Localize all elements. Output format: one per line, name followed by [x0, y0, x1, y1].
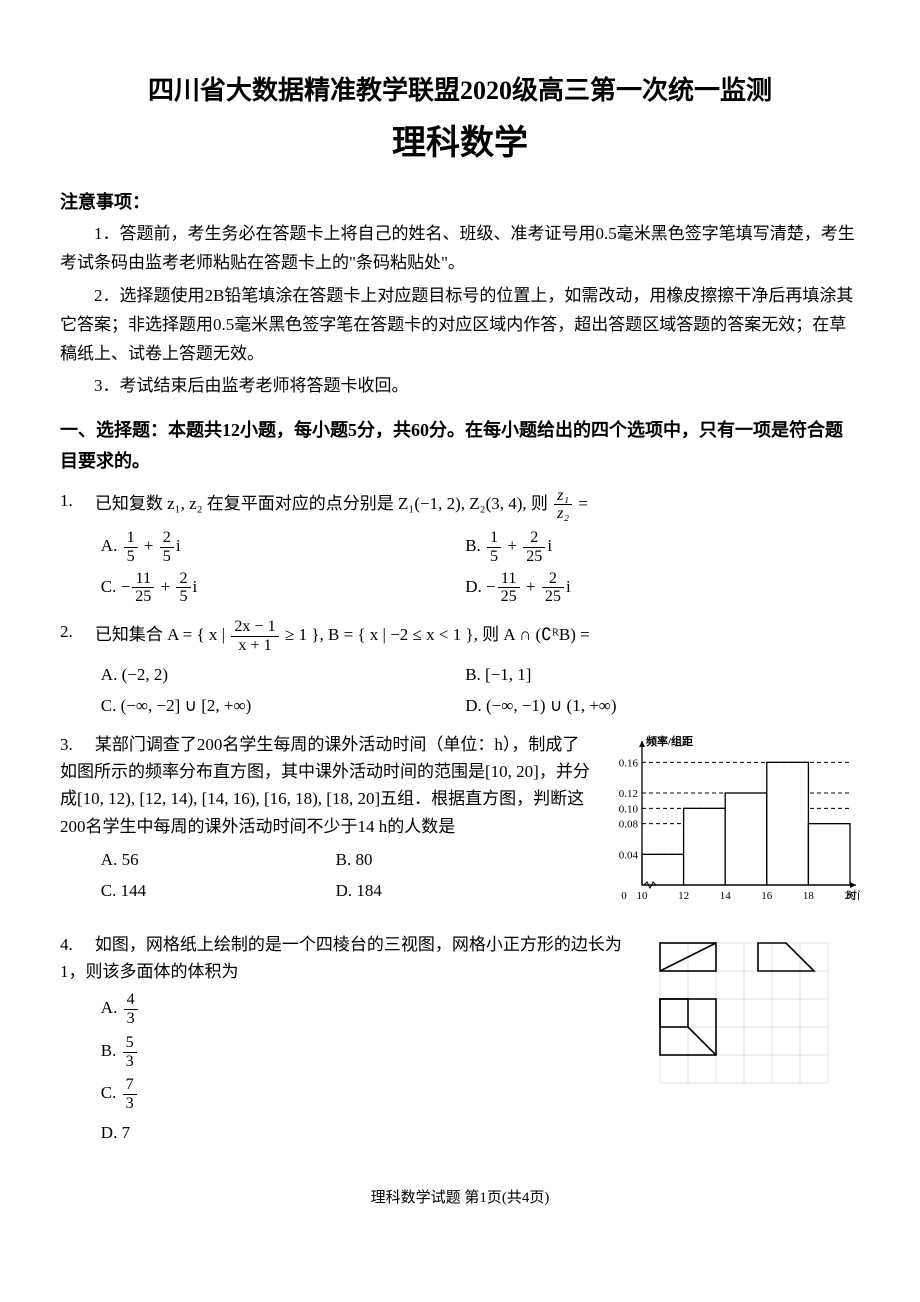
question-4: 4. 如图，网格纸上绘制的是一个四棱台的三视图，网格小正方形的边长为1，则该多面… — [60, 931, 860, 1146]
q4-opt-b: B. 53 — [101, 1034, 630, 1071]
q3-number: 3. — [60, 731, 91, 758]
svg-text:时间: 时间 — [846, 889, 860, 902]
q1-stem-suffix: = — [578, 494, 588, 513]
q4-b-n: 5 — [123, 1034, 137, 1053]
q1-d-d2: 25 — [542, 588, 564, 606]
q2-number: 2. — [60, 618, 91, 645]
q4-a-label: A. — [101, 999, 122, 1018]
q1-c-n1: 11 — [132, 570, 154, 589]
q2-options: A. (−2, 2) B. [−1, 1] C. (−∞, −2] ∪ [2, … — [101, 659, 860, 721]
q1-b-n2: 2 — [523, 529, 545, 548]
svg-text:频率/组距: 频率/组距 — [646, 734, 693, 748]
q4-stem: 如图，网格纸上绘制的是一个四棱台的三视图，网格小正方形的边长为1，则该多面体的体… — [60, 935, 622, 981]
q3-stem: 某部门调查了200名学生每周的课外活动时间（单位：h），制成了如图所示的频率分布… — [60, 735, 590, 836]
q1-d-label: D. — [465, 577, 486, 596]
q2-stem-a: 已知集合 A = { x | — [95, 625, 230, 644]
q3-histogram: 0.040.080.100.120.16101214161820时间频率/组距0 — [600, 731, 860, 921]
q1-fraction: z₁ z₂ — [554, 487, 572, 524]
notice-heading: 注意事项： — [60, 188, 860, 214]
q1-d-n1: 11 — [498, 570, 520, 589]
q1-b-label: B. — [465, 536, 485, 555]
q1-stem: 已知复数 z₁, z₂ 在复平面对应的点分别是 Z₁(−1, 2), Z₂(3,… — [95, 494, 588, 513]
q3-opt-d: D. 184 — [336, 877, 571, 904]
q1-d-n2: 2 — [542, 570, 564, 589]
q4-options: A. 43 B. 53 C. 73 D. 7 — [101, 991, 630, 1146]
q2-fraction: 2x − 1 x + 1 — [231, 618, 278, 655]
q2-frac-den: x + 1 — [231, 637, 278, 655]
q4-c-label: C. — [101, 1084, 121, 1103]
q2-opt-c: C. (−∞, −2] ∪ [2, +∞) — [101, 692, 465, 719]
q2-opt-b: B. [−1, 1] — [465, 661, 829, 688]
svg-text:0.16: 0.16 — [619, 757, 639, 769]
svg-text:0.04: 0.04 — [619, 849, 639, 861]
q1-c-d2: 5 — [176, 588, 190, 606]
exam-page: 四川省大数据精准教学联盟2020级高三第一次统一监测 理科数学 注意事项： 1．… — [0, 0, 920, 1302]
q1-b-n1: 1 — [487, 529, 501, 548]
notice-item-3: 3．考试结束后由监考老师将答题卡收回。 — [60, 372, 860, 401]
q1-a-label: A. — [101, 536, 122, 555]
q2-opt-d: D. (−∞, −1) ∪ (1, +∞) — [465, 692, 829, 719]
svg-text:16: 16 — [761, 890, 773, 902]
q1-opt-b: B. 15 + 225i — [465, 529, 829, 566]
question-3: 3. 某部门调查了200名学生每周的课外活动时间（单位：h），制成了如图所示的频… — [60, 731, 860, 921]
svg-text:0.08: 0.08 — [619, 819, 639, 831]
svg-text:18: 18 — [803, 890, 815, 902]
q4-a-n: 4 — [124, 991, 138, 1010]
q4-opt-d: D. 7 — [101, 1119, 630, 1146]
q4-c-d: 3 — [123, 1095, 137, 1113]
q1-a-d1: 5 — [124, 548, 138, 566]
q1-stem-prefix: 已知复数 z₁, z₂ 在复平面对应的点分别是 Z₁(−1, 2), Z₂(3,… — [95, 494, 552, 513]
notice-item-1: 1．答题前，考生务必在答题卡上将自己的姓名、班级、准考证号用0.5毫米黑色签字笔… — [60, 220, 860, 278]
q4-b-label: B. — [101, 1041, 121, 1060]
q4-b-d: 3 — [123, 1053, 137, 1071]
q1-options: A. 15 + 25i B. 15 + 225i C. −1125 + 2 — [101, 527, 860, 608]
q1-c-n2: 2 — [176, 570, 190, 589]
q1-opt-a: A. 15 + 25i — [101, 529, 465, 566]
q4-opt-c: C. 73 — [101, 1076, 630, 1113]
svg-text:10: 10 — [637, 890, 649, 902]
q2-frac-num: 2x − 1 — [231, 618, 278, 637]
q3-opt-a: A. 56 — [101, 846, 336, 873]
q2-stem: 已知集合 A = { x | 2x − 1 x + 1 ≥ 1 }, B = {… — [95, 625, 590, 644]
exam-title-line2: 理科数学 — [60, 115, 860, 164]
q4-c-n: 7 — [123, 1076, 137, 1095]
q1-b-d2: 25 — [523, 548, 545, 566]
page-footer: 理科数学试题 第1页(共4页) — [60, 1186, 860, 1207]
q1-d-d1: 25 — [498, 588, 520, 606]
q1-number: 1. — [60, 487, 91, 514]
q2-stem-b: ≥ 1 }, B = { x | −2 ≤ x < 1 }, 则 A ∩ (∁ᴿ… — [285, 625, 590, 644]
q1-c-d1: 25 — [132, 588, 154, 606]
q1-frac-num: z₁ — [554, 487, 572, 506]
q1-a-n1: 1 — [124, 529, 138, 548]
notice-item-2: 2．选择题使用2B铅笔填涂在答题卡上对应题目标号的位置上，如需改动，用橡皮擦擦干… — [60, 282, 860, 369]
q1-c-label: C. — [101, 577, 121, 596]
q1-b-d1: 5 — [487, 548, 501, 566]
q2-opt-a: A. (−2, 2) — [101, 661, 465, 688]
q1-a-d2: 5 — [160, 548, 174, 566]
q1-opt-d: D. −1125 + 225i — [465, 570, 829, 607]
q4-a-d: 3 — [124, 1010, 138, 1028]
q3-opt-c: C. 144 — [101, 877, 336, 904]
q3-options: A. 56 B. 80 C. 144 D. 184 — [101, 844, 590, 906]
q4-number: 4. — [60, 931, 91, 958]
svg-text:14: 14 — [720, 890, 732, 902]
exam-title-line1: 四川省大数据精准教学联盟2020级高三第一次统一监测 — [60, 70, 860, 107]
q4-three-view-diagram — [640, 931, 860, 1111]
svg-text:0.10: 0.10 — [619, 803, 639, 815]
question-2: 2. 已知集合 A = { x | 2x − 1 x + 1 ≥ 1 }, B … — [60, 618, 860, 721]
svg-text:12: 12 — [678, 890, 689, 902]
q3-opt-b: B. 80 — [336, 846, 571, 873]
q1-opt-c: C. −1125 + 25i — [101, 570, 465, 607]
q1-a-n2: 2 — [160, 529, 174, 548]
svg-text:0.12: 0.12 — [619, 788, 638, 800]
svg-text:0: 0 — [621, 890, 627, 902]
section1-heading: 一、选择题：本题共12小题，每小题5分，共60分。在每小题给出的四个选项中，只有… — [60, 415, 860, 476]
question-1: 1. 已知复数 z₁, z₂ 在复平面对应的点分别是 Z₁(−1, 2), Z₂… — [60, 487, 860, 609]
q4-opt-a: A. 43 — [101, 991, 630, 1028]
q1-frac-den: z₂ — [554, 505, 572, 523]
